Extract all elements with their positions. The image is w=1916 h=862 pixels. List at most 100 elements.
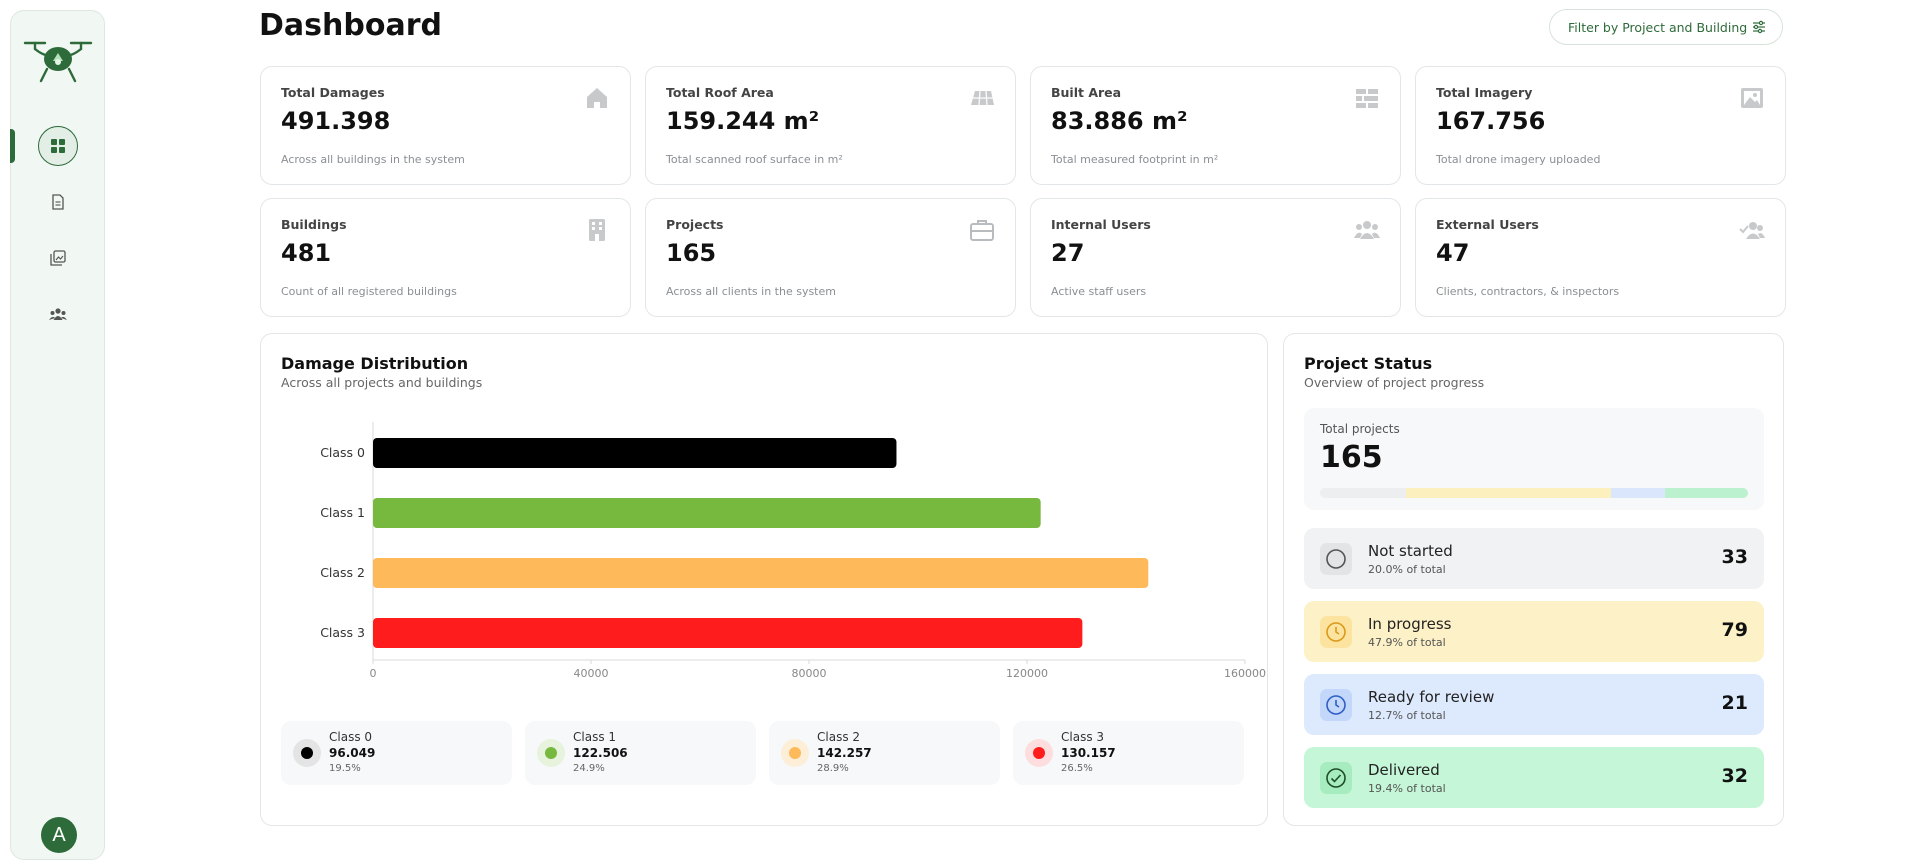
stat-label: External Users — [1436, 217, 1539, 232]
x-tick-label: 120000 — [1006, 667, 1048, 680]
bar-class-1 — [373, 498, 1041, 528]
drone-logo — [23, 41, 93, 83]
stat-description: Across all buildings in the system — [281, 153, 465, 166]
status-icon-wrap — [1320, 762, 1352, 794]
stat-label: Buildings — [281, 217, 347, 232]
legend-dot-wrap — [293, 739, 321, 767]
status-bar-segment — [1405, 488, 1611, 498]
clock-icon — [1326, 622, 1346, 642]
legend-card-class-3: Class 3 130.157 26.5% — [1013, 721, 1244, 785]
stat-card-built-area: Built Area 83.886 m² Total measured foot… — [1030, 66, 1401, 185]
legend-name: Class 2 — [817, 730, 861, 744]
sidebar: A — [10, 10, 105, 860]
status-bar-segment — [1610, 488, 1665, 498]
y-tick-label: Class 2 — [320, 565, 365, 580]
status-row-delivered[interactable]: Delivered 19.4% of total 32 — [1304, 747, 1764, 808]
status-row-in-progress[interactable]: In progress 47.9% of total 79 — [1304, 601, 1764, 662]
nav-dashboard[interactable] — [38, 126, 78, 166]
check-circle-icon — [1326, 768, 1346, 788]
page-title: Dashboard — [259, 8, 442, 43]
stat-label: Built Area — [1051, 85, 1122, 100]
status-icon-wrap — [1320, 689, 1352, 721]
status-bar-segment — [1320, 488, 1406, 498]
legend-percent: 19.5% — [329, 763, 361, 774]
status-icon-wrap — [1320, 543, 1352, 575]
status-progress-bar — [1320, 488, 1748, 498]
panel-subtitle: Across all projects and buildings — [281, 375, 483, 390]
status-name: Not started — [1368, 542, 1453, 560]
legend-percent: 28.9% — [817, 763, 849, 774]
legend-card-class-1: Class 1 122.506 24.9% — [525, 721, 756, 785]
panel-title: Damage Distribution — [281, 354, 469, 373]
stat-card-total-roof-area: Total Roof Area 159.244 m² Total scanned… — [645, 66, 1016, 185]
nav-imagery[interactable] — [38, 238, 78, 278]
status-percent: 19.4% of total — [1368, 782, 1446, 795]
bar-class-0 — [373, 438, 897, 468]
stat-value: 167.756 — [1436, 107, 1546, 135]
stat-label: Total Damages — [281, 85, 385, 100]
x-tick-label: 80000 — [792, 667, 827, 680]
stat-value: 83.886 m² — [1051, 107, 1188, 135]
status-percent: 12.7% of total — [1368, 709, 1446, 722]
legend-percent: 26.5% — [1061, 763, 1093, 774]
solar-roof-icon — [971, 90, 994, 106]
status-icon-wrap — [1320, 616, 1352, 648]
user-check-icon — [1739, 222, 1765, 239]
home-icon — [587, 88, 607, 108]
status-name: In progress — [1368, 615, 1452, 633]
status-row-not-started[interactable]: Not started 20.0% of total 33 — [1304, 528, 1764, 589]
stat-description: Clients, contractors, & inspectors — [1436, 285, 1620, 298]
image-icon — [1741, 88, 1763, 108]
stat-value: 481 — [281, 239, 332, 267]
users-icon — [49, 308, 67, 320]
bricks-icon — [1356, 89, 1378, 108]
x-tick-label: 160000 — [1224, 667, 1266, 680]
y-tick-label: Class 3 — [320, 625, 365, 640]
stat-card-external-users: External Users 47 Clients, contractors, … — [1415, 198, 1786, 317]
y-tick-label: Class 0 — [320, 445, 365, 460]
status-count: 33 — [1721, 546, 1748, 568]
bar-class-2 — [373, 558, 1149, 588]
status-percent: 47.9% of total — [1368, 636, 1446, 649]
stat-description: Across all clients in the system — [666, 285, 836, 298]
legend-dot — [1033, 747, 1045, 759]
document-icon — [52, 194, 64, 210]
stat-description: Active staff users — [1051, 285, 1147, 298]
stat-value: 491.398 — [281, 107, 391, 135]
user-avatar[interactable]: A — [41, 817, 77, 853]
building-icon — [589, 219, 605, 241]
briefcase-icon — [970, 220, 994, 241]
stat-value: 165 — [666, 239, 717, 267]
total-projects-value: 165 — [1320, 440, 1383, 475]
legend-value: 142.257 — [817, 746, 872, 760]
legend-dot — [545, 747, 557, 759]
project-status-panel: Project Status Overview of project progr… — [1283, 333, 1784, 826]
filter-button[interactable]: Filter by Project and Building — [1549, 9, 1783, 45]
clock-icon — [1326, 695, 1346, 715]
circle-icon — [1326, 549, 1346, 569]
stat-value: 27 — [1051, 239, 1085, 267]
status-percent: 20.0% of total — [1368, 563, 1446, 576]
panel-subtitle: Overview of project progress — [1304, 375, 1485, 390]
legend-percent: 24.9% — [573, 763, 605, 774]
stat-card-total-imagery: Total Imagery 167.756 Total drone imager… — [1415, 66, 1786, 185]
status-row-ready-for-review[interactable]: Ready for review 12.7% of total 21 — [1304, 674, 1764, 735]
damage-distribution-panel: Damage Distribution Across all projects … — [260, 333, 1268, 826]
stat-description: Total measured footprint in m² — [1051, 153, 1219, 166]
x-tick-label: 0 — [370, 667, 377, 680]
nav-documents[interactable] — [38, 182, 78, 222]
legend-name: Class 1 — [573, 730, 617, 744]
total-projects-box: Total projects 165 — [1304, 408, 1764, 510]
legend-card-class-0: Class 0 96.049 19.5% — [281, 721, 512, 785]
stat-description: Total scanned roof surface in m² — [666, 153, 843, 166]
grid-icon — [51, 139, 65, 153]
stat-label: Projects — [666, 217, 724, 232]
status-name: Delivered — [1368, 761, 1440, 779]
stat-value: 47 — [1436, 239, 1470, 267]
legend-dot-wrap — [1025, 739, 1053, 767]
active-nav-indicator — [10, 129, 15, 163]
legend-value: 130.157 — [1061, 746, 1116, 760]
legend-value: 96.049 — [329, 746, 376, 760]
stat-value: 159.244 m² — [666, 107, 820, 135]
nav-users[interactable] — [38, 294, 78, 334]
